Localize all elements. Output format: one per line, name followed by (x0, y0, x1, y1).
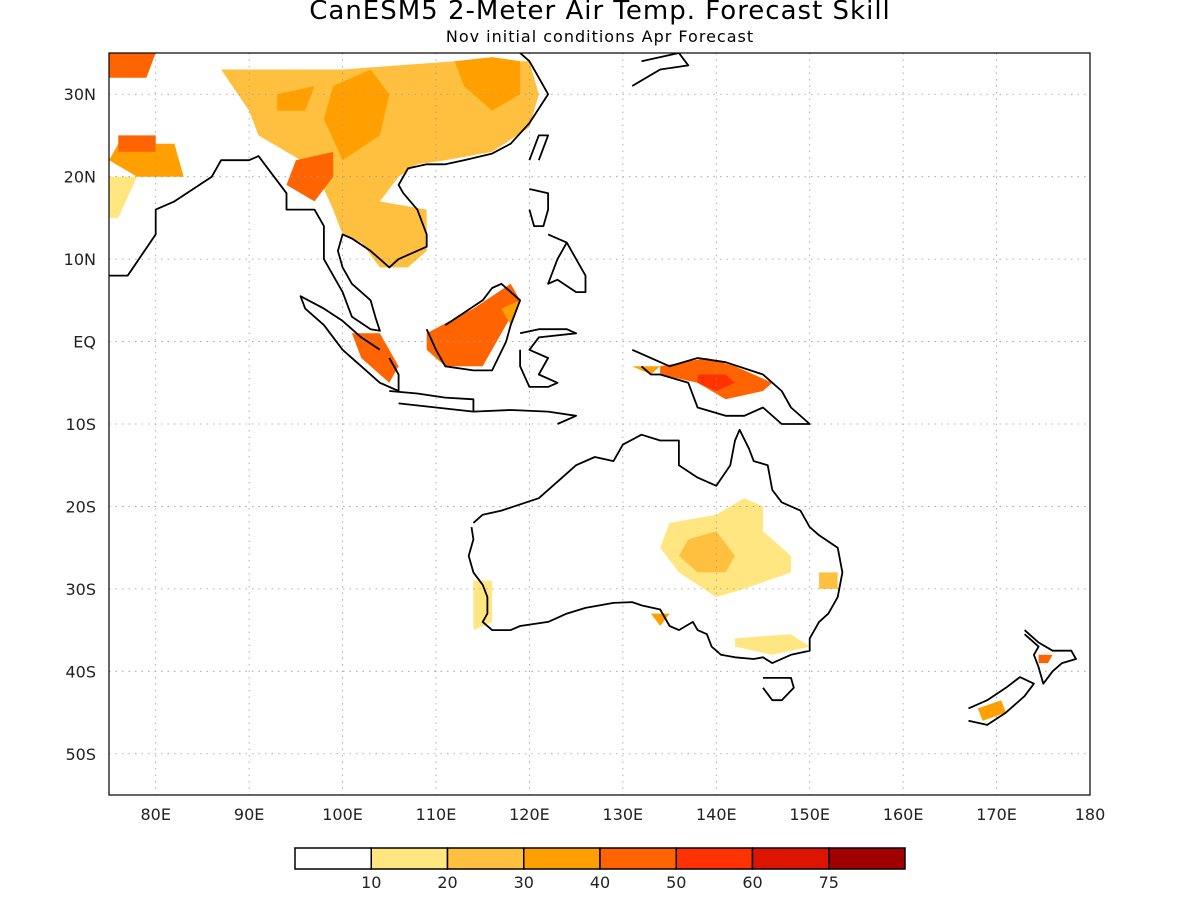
plot-frame (108, 52, 1091, 796)
colorbar-swatch (599, 847, 677, 870)
lat-tick-label: EQ (73, 333, 96, 352)
colorbar-label: 20 (437, 873, 457, 892)
colorbar-swatch (523, 847, 601, 870)
skill-patch (819, 572, 838, 589)
lon-tick-label: 140E (696, 805, 737, 824)
lon-tick-label: 130E (603, 805, 644, 824)
skill-patch (735, 634, 810, 655)
coastline (762, 677, 795, 702)
lat-tick-label: 30N (64, 85, 96, 104)
coastline (1024, 629, 1077, 685)
skill-patch (118, 135, 156, 152)
skill-patch (473, 580, 493, 631)
skill-patch (697, 374, 735, 391)
coastline (968, 676, 1035, 726)
lat-tick-label: 40S (65, 662, 96, 681)
skill-patch (286, 151, 334, 202)
colorbar-swatch (751, 847, 830, 870)
skill-patch (109, 143, 184, 177)
coastline (519, 328, 577, 388)
coastline (109, 53, 549, 332)
skill-patch (109, 176, 137, 218)
colorbar-label: 10 (361, 873, 381, 892)
plot-background (109, 53, 1090, 795)
skill-patch (109, 53, 156, 78)
skill-patch (221, 61, 539, 268)
lon-tick-label: 120E (509, 805, 550, 824)
colorbar-swatch (294, 847, 372, 870)
coastline (528, 188, 549, 228)
coastline (425, 282, 521, 372)
lon-tick-labels: 80E 90E 100E 110E 120E 130E 140E 150E 160E 170E 18… (140, 805, 1105, 824)
lat-tick-labels: 30N 20N 10N EQ 10S 20S 30S 40S 50S (64, 85, 96, 764)
coastline (631, 53, 690, 87)
lon-tick-label: 160E (883, 805, 924, 824)
lon-tick-label: 90E (234, 805, 264, 824)
skill-patch (454, 57, 521, 111)
chart-subtitle: Nov initial conditions Apr Forecast (445, 27, 755, 46)
skill-patch (323, 69, 390, 161)
lon-tick-label: 180 (1075, 805, 1106, 824)
skill-patch (277, 86, 315, 111)
colorbar-label: 75 (819, 873, 839, 892)
skill-patch (426, 283, 521, 367)
skill-patch (501, 300, 521, 326)
lon-tick-label: 150E (789, 805, 830, 824)
coastline (473, 409, 577, 425)
colorbar-label: 50 (666, 873, 686, 892)
lon-tick-label: 80E (140, 805, 170, 824)
skill-patch (351, 333, 399, 383)
coastline (547, 233, 587, 294)
coastlines (109, 53, 1077, 726)
coastline (631, 348, 811, 425)
skill-patch (1038, 654, 1053, 664)
colorbar-swatch (675, 847, 754, 870)
lat-tick-label: 20N (64, 168, 96, 187)
chart-title: CanESM5 2-Meter Air Temp. Forecast Skill (309, 0, 891, 26)
lat-tick-label: 50S (65, 745, 96, 764)
lat-tick-label: 10N (64, 250, 96, 269)
lon-tick-label: 110E (416, 805, 457, 824)
colorbar-label: 40 (590, 873, 610, 892)
colorbar-label: 30 (514, 873, 534, 892)
colorbar-label: 60 (742, 873, 762, 892)
colorbar-swatch (828, 847, 906, 870)
lat-tick-label: 10S (65, 415, 96, 434)
colorbar-swatch (370, 847, 449, 870)
gridlines (109, 53, 1090, 795)
coastline (389, 390, 475, 413)
lon-tick-label: 170E (976, 805, 1017, 824)
lat-tick-label: 30S (65, 580, 96, 599)
skill-patch (678, 531, 735, 573)
lat-tick-label: 20S (65, 497, 96, 516)
skill-patch (977, 700, 1006, 721)
colorbar-swatch (446, 847, 525, 870)
lon-tick-label: 100E (322, 805, 363, 824)
colorbar: 10 20 30 40 50 60 75 (294, 847, 906, 892)
coastline (528, 134, 549, 161)
coastline (467, 428, 844, 664)
skill-patches (109, 53, 1053, 721)
